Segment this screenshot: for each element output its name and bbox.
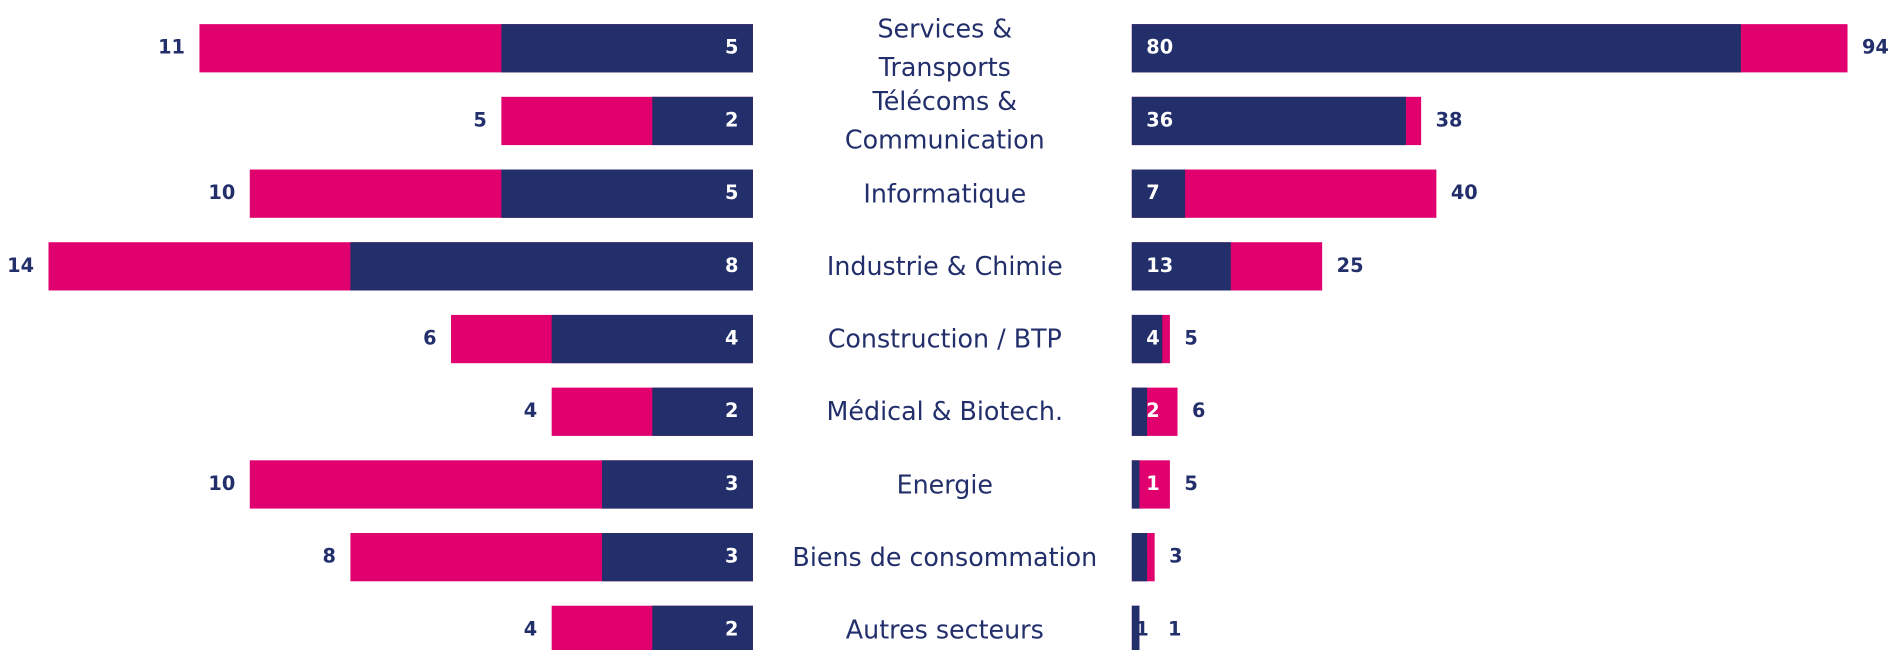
category-wrap: Construction / BTP <box>827 324 1062 354</box>
value-label: 1 <box>1146 472 1159 495</box>
value-label: 2 <box>725 108 738 131</box>
bar <box>350 242 753 291</box>
value-label: 13 <box>1146 254 1173 277</box>
value-label: 3 <box>725 472 738 495</box>
value-label: 3 <box>1169 545 1182 568</box>
category-wrap: Energie <box>896 469 993 499</box>
value-label: 3 <box>725 545 738 568</box>
category-label: Médical & Biotech. <box>826 397 1064 427</box>
value-label: 10 <box>208 472 235 495</box>
value-label: 2 <box>1146 399 1159 422</box>
bar <box>1131 605 1140 650</box>
value-label: 5 <box>473 108 486 131</box>
category-wrap: Télécoms & Communication <box>844 87 1045 155</box>
value-label: 1 <box>1135 617 1148 640</box>
bar <box>652 605 753 650</box>
value-label: 2 <box>1135 545 1148 568</box>
bar <box>1131 96 1406 146</box>
value-label: 5 <box>725 36 738 59</box>
bar <box>601 533 753 582</box>
value-label: 14 <box>7 254 34 277</box>
category-wrap: Informatique <box>863 179 1027 209</box>
value-label: 4 <box>524 617 537 640</box>
value-label: 38 <box>1436 108 1463 131</box>
value-label: 7 <box>1146 181 1159 204</box>
value-label: 2 <box>725 617 738 640</box>
value-label: 10 <box>208 181 235 204</box>
value-label: 4 <box>725 327 738 350</box>
value-label: 4 <box>524 399 537 422</box>
category-wrap: Médical & Biotech. <box>826 397 1064 427</box>
category-wrap: Services & Transports <box>877 14 1013 83</box>
value-label: 5 <box>725 181 738 204</box>
category-label: Autres secteurs <box>845 615 1044 645</box>
bar <box>551 314 753 364</box>
category-label: Services & Transports <box>877 14 1013 83</box>
value-label: 80 <box>1146 36 1173 59</box>
bar <box>1131 242 1231 291</box>
bar <box>1131 24 1741 73</box>
value-label: 1 <box>1168 617 1181 640</box>
value-label: 40 <box>1451 181 1478 204</box>
value-label: 8 <box>725 254 738 277</box>
bar <box>652 387 753 436</box>
category-wrap: Biens de consommation <box>792 542 1098 572</box>
bar <box>1131 169 1186 218</box>
bar <box>1131 387 1148 436</box>
value-label: 94 <box>1862 36 1889 59</box>
bar <box>501 169 753 218</box>
value-label: 11 <box>158 36 185 59</box>
bar <box>1131 460 1140 509</box>
value-label: 4 <box>1146 327 1159 350</box>
bar <box>501 24 753 73</box>
value-label: 2 <box>725 399 738 422</box>
value-label: 6 <box>1192 399 1205 422</box>
bar <box>601 460 753 509</box>
bar <box>1131 533 1148 582</box>
category-label: Energie <box>896 469 993 499</box>
bar <box>1131 314 1163 364</box>
category-label: Télécoms & Communication <box>844 87 1045 155</box>
bar <box>652 96 753 146</box>
value-label: 5 <box>1184 472 1197 495</box>
value-label: 6 <box>423 327 436 350</box>
value-label: 8 <box>322 545 335 568</box>
category-label: Construction / BTP <box>827 324 1062 354</box>
category-label: Informatique <box>863 179 1027 209</box>
value-label: 25 <box>1337 254 1364 277</box>
value-label: 36 <box>1146 108 1173 131</box>
category-label: Industrie & Chimie <box>826 251 1063 281</box>
category-label: Biens de consommation <box>792 542 1098 572</box>
value-label: 5 <box>1184 327 1197 350</box>
category-wrap: Autres secteurs <box>845 615 1044 645</box>
category-wrap: Industrie & Chimie <box>826 251 1063 281</box>
